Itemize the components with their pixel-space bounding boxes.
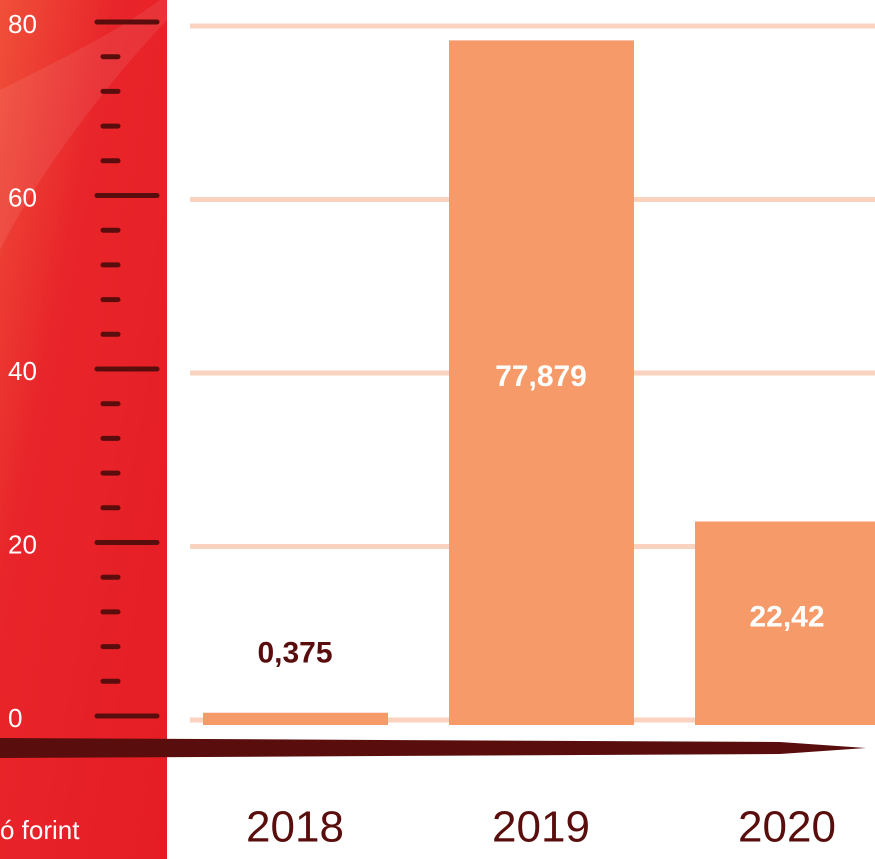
baseline xyxy=(0,738,866,758)
x-tick-label: 2019 xyxy=(492,803,590,852)
value-label: 77,879 xyxy=(495,360,587,393)
y-tick-label: 80 xyxy=(8,9,37,39)
x-tick-label: 2018 xyxy=(246,803,344,852)
bar xyxy=(203,712,388,725)
bar xyxy=(695,521,875,725)
x-tick-label: 2020 xyxy=(738,803,836,852)
y-tick-label: 0 xyxy=(8,703,22,733)
panel-highlight xyxy=(0,0,167,250)
y-tick-label: 60 xyxy=(8,182,37,212)
value-label: 0,375 xyxy=(257,637,332,670)
y-tick-label: 20 xyxy=(8,529,37,559)
value-label: 22,42 xyxy=(749,601,824,634)
y-tick-label: 40 xyxy=(8,356,37,386)
bar xyxy=(449,40,634,726)
y-axis-label: ó forint xyxy=(0,815,80,845)
